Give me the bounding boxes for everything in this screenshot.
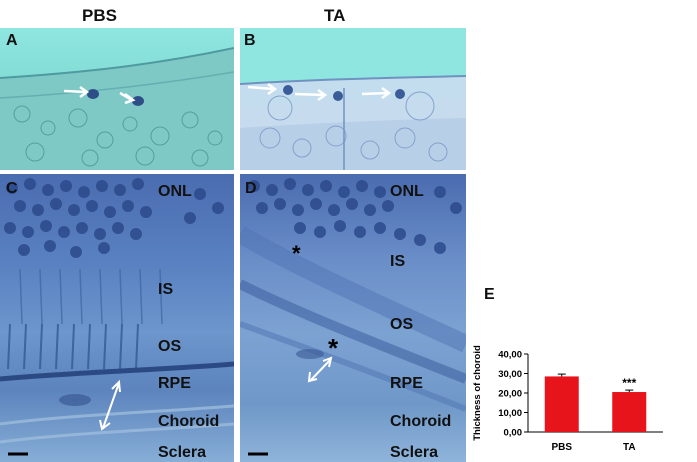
panel-d-asterisk-upper: * [292, 241, 301, 266]
significance-label: *** [622, 376, 636, 390]
bar-pbs [544, 376, 579, 432]
panel-a-letter: A [6, 32, 18, 49]
y-tick-label: 30,00 [498, 369, 522, 380]
bar-ta [612, 392, 647, 432]
panel-d-label-is: IS [390, 253, 406, 270]
y-tick-label: 10,00 [498, 408, 522, 419]
y-tick-label: 40,00 [498, 350, 522, 361]
panel-d-label-choroid: Choroid [390, 413, 452, 430]
choroid-thickness-chart: 0,00 10,00 20,00 30,00 40,00 Thickness of cho… [472, 345, 663, 453]
panel-a-micrograph [0, 28, 234, 170]
column-header-pbs: PBS [82, 6, 117, 25]
panel-c-label-choroid: Choroid [158, 413, 220, 430]
panel-d-label-onl: ONL [390, 183, 424, 200]
panel-c-label-os: OS [158, 338, 182, 355]
y-tick-label: 20,00 [498, 389, 522, 400]
panel-c-label-is: IS [158, 281, 174, 298]
y-axis-label: Thickness of choroid [472, 345, 483, 441]
panel-d-letter: D [245, 180, 257, 197]
panel-b-micrograph [240, 28, 466, 170]
panel-e-letter: E [484, 286, 495, 303]
column-header-ta: TA [324, 6, 346, 25]
panel-b-letter: B [244, 32, 256, 49]
panel-c-label-onl: ONL [158, 183, 192, 200]
x-tick-label: TA [623, 442, 636, 453]
panel-c-letter: C [6, 180, 18, 197]
panel-c-label-sclera: Sclera [158, 444, 207, 461]
panel-d-asterisk-lower: * [328, 333, 339, 363]
panel-c-micrograph [0, 174, 234, 462]
panel-c-label-rpe: RPE [158, 375, 191, 392]
panel-d-label-sclera: Sclera [390, 444, 439, 461]
panel-d-micrograph [240, 174, 466, 462]
y-tick-label: 0,00 [504, 428, 523, 439]
panel-d-label-os: OS [390, 316, 414, 333]
panel-d-label-rpe: RPE [390, 375, 423, 392]
x-tick-label: PBS [551, 442, 572, 453]
